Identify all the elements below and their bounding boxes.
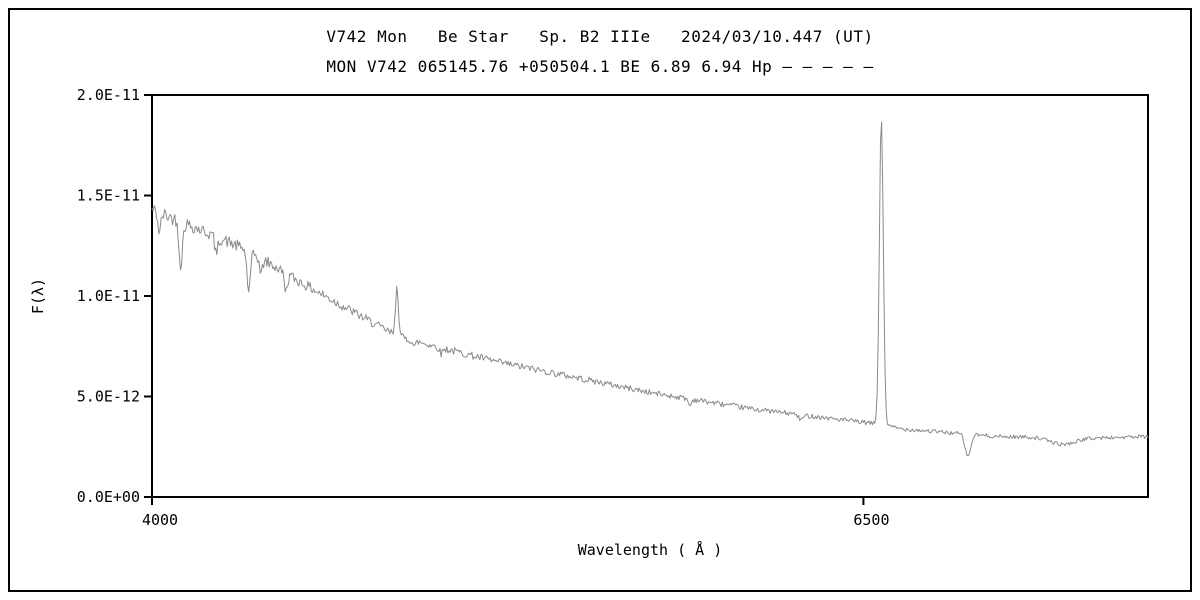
y-axis-ticks: 0.0E+00 5.0E-12 1.0E-11 1.5E-11 2.0E-11 <box>77 86 152 506</box>
y-tick-label: 2.0E-11 <box>77 86 140 104</box>
y-tick-label: 0.0E+00 <box>77 488 140 506</box>
y-axis-label: F(λ) <box>29 277 47 315</box>
spectrum-trace <box>151 121 1149 457</box>
chart-title: V742 Mon Be Star Sp. B2 IIIe 2024/03/10.… <box>326 27 874 46</box>
x-axis-ticks: 4000 6500 <box>142 497 889 529</box>
x-axis-label: Wavelength ( Å ) <box>577 541 723 559</box>
y-tick-label: 1.0E-11 <box>77 287 140 305</box>
x-tick-label: 6500 <box>853 511 889 529</box>
chart-subtitle: MON V742 065145.76 +050504.1 BE 6.89 6.9… <box>326 57 874 76</box>
y-tick-label: 1.5E-11 <box>77 187 140 205</box>
page-frame <box>8 8 1192 592</box>
x-tick-label: 4000 <box>142 511 178 529</box>
y-tick-label: 5.0E-12 <box>77 388 140 406</box>
